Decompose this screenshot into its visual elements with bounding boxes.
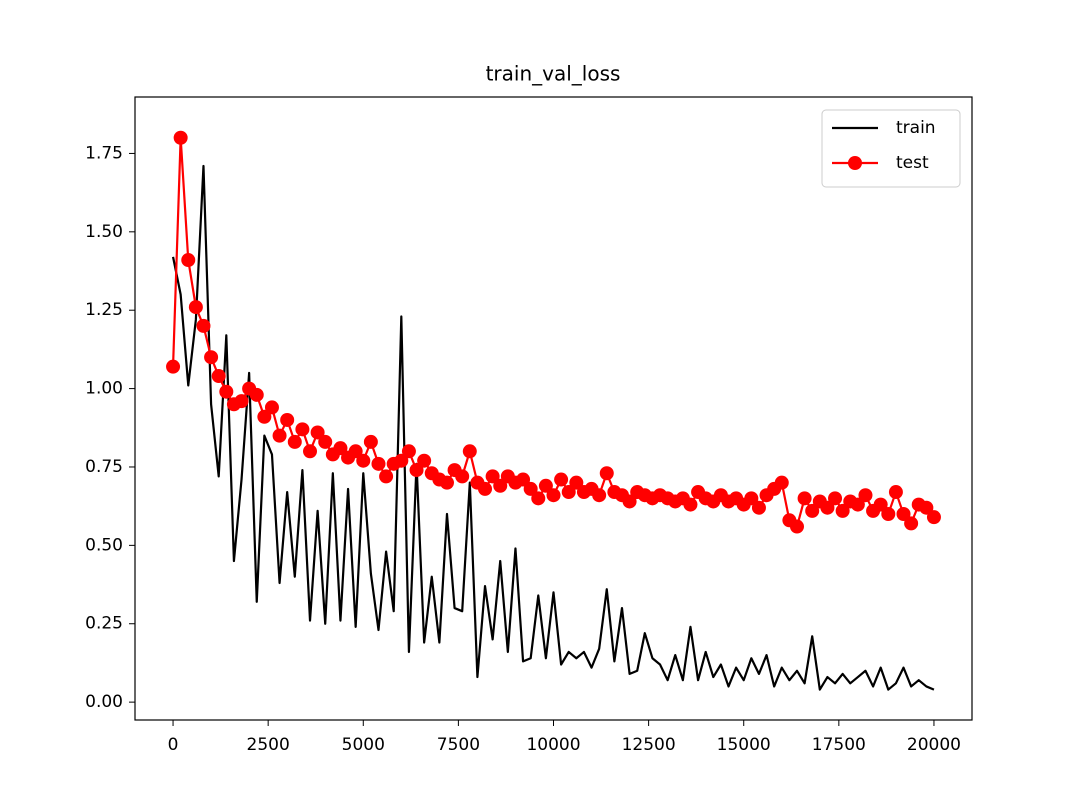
marker-test bbox=[303, 444, 318, 459]
y-tick-label: 1.25 bbox=[85, 300, 123, 320]
y-tick-label: 0.25 bbox=[85, 614, 123, 634]
marker-test bbox=[249, 387, 264, 402]
marker-test bbox=[181, 253, 196, 268]
marker-test bbox=[272, 428, 287, 443]
y-tick-label: 1.00 bbox=[85, 379, 123, 399]
marker-test bbox=[896, 507, 911, 522]
marker-test bbox=[394, 453, 409, 468]
marker-test bbox=[592, 488, 607, 503]
x-tick-label: 15000 bbox=[717, 735, 771, 755]
marker-test bbox=[196, 318, 211, 333]
marker-test bbox=[166, 359, 181, 374]
marker-test bbox=[439, 475, 454, 490]
marker-test bbox=[204, 350, 219, 365]
marker-test bbox=[310, 425, 325, 440]
marker-test bbox=[751, 500, 766, 515]
x-tick-label: 10000 bbox=[526, 735, 580, 755]
marker-test bbox=[516, 472, 531, 487]
legend-label: test bbox=[896, 153, 929, 173]
marker-test bbox=[820, 500, 835, 515]
marker-test bbox=[173, 130, 188, 145]
marker-test bbox=[280, 412, 295, 427]
marker-test bbox=[523, 481, 538, 496]
marker-test bbox=[356, 453, 371, 468]
chart-title: train_val_loss bbox=[486, 62, 621, 86]
marker-test bbox=[888, 485, 903, 500]
marker-test bbox=[295, 422, 310, 437]
marker-test bbox=[569, 475, 584, 490]
marker-test bbox=[873, 497, 888, 512]
marker-test bbox=[789, 519, 804, 534]
marker-test bbox=[805, 503, 820, 518]
x-tick-label: 17500 bbox=[812, 735, 866, 755]
marker-test bbox=[219, 384, 234, 399]
marker-test bbox=[554, 472, 569, 487]
x-tick-label: 2500 bbox=[247, 735, 290, 755]
legend-marker bbox=[848, 156, 862, 170]
marker-test bbox=[379, 469, 394, 484]
marker-test bbox=[835, 503, 850, 518]
line-train bbox=[171, 164, 935, 691]
marker-test bbox=[546, 488, 561, 503]
marker-test bbox=[333, 441, 348, 456]
marker-test bbox=[926, 510, 941, 525]
y-tick-label: 0.50 bbox=[85, 535, 123, 555]
marker-test bbox=[919, 500, 934, 515]
marker-test bbox=[904, 516, 919, 531]
legend-box bbox=[821, 109, 961, 188]
x-tick-label: 0 bbox=[168, 735, 179, 755]
axes-frame bbox=[134, 96, 973, 721]
marker-test bbox=[531, 491, 546, 506]
marker-test bbox=[881, 507, 896, 522]
marker-test bbox=[561, 485, 576, 500]
y-tick-label: 0.75 bbox=[85, 457, 123, 477]
marker-test bbox=[462, 444, 477, 459]
marker-test bbox=[287, 434, 302, 449]
x-tick-label: 20000 bbox=[907, 735, 961, 755]
x-tick-label: 5000 bbox=[342, 735, 385, 755]
marker-test bbox=[234, 394, 249, 409]
marker-test bbox=[797, 491, 812, 506]
marker-test bbox=[744, 491, 759, 506]
marker-test bbox=[683, 497, 698, 512]
y-tick-label: 1.50 bbox=[85, 222, 123, 242]
marker-test bbox=[599, 466, 614, 481]
y-tick-label: 0.00 bbox=[85, 692, 123, 712]
legend-label: train bbox=[896, 118, 936, 138]
marker-test bbox=[363, 434, 378, 449]
marker-test bbox=[417, 453, 432, 468]
marker-test bbox=[318, 434, 333, 449]
marker-test bbox=[850, 497, 865, 512]
y-tick-label: 1.75 bbox=[85, 143, 123, 163]
marker-test bbox=[485, 469, 500, 484]
marker-test bbox=[478, 481, 493, 496]
marker-test bbox=[371, 456, 386, 471]
marker-test bbox=[493, 478, 508, 493]
x-tick-label: 7500 bbox=[437, 735, 480, 755]
marker-test bbox=[858, 488, 873, 503]
marker-test bbox=[264, 400, 279, 415]
marker-test bbox=[538, 478, 553, 493]
marker-test bbox=[211, 369, 226, 384]
marker-test bbox=[409, 463, 424, 478]
marker-test bbox=[828, 491, 843, 506]
marker-test bbox=[188, 300, 203, 315]
marker-test bbox=[257, 409, 272, 424]
marker-test bbox=[401, 444, 416, 459]
marker-test bbox=[622, 494, 637, 509]
x-tick-label: 12500 bbox=[622, 735, 676, 755]
marker-test bbox=[455, 469, 470, 484]
marker-test bbox=[348, 444, 363, 459]
marker-test bbox=[774, 475, 789, 490]
